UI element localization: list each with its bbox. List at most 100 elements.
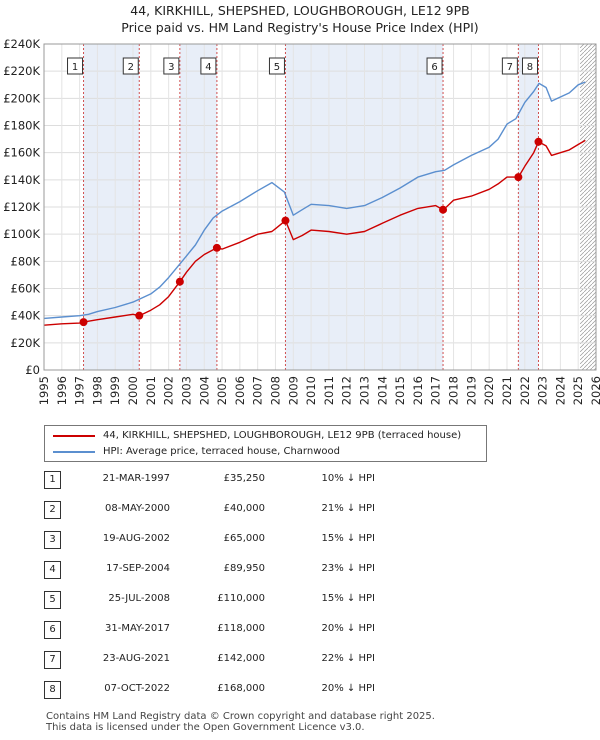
table-row: 1 21-MAR-1997 £35,250 10% ↓ HPI [0,470,600,490]
x-tick-label: 2008 [268,376,282,405]
x-tick-label: 2001 [144,376,158,405]
x-tick-label: 2000 [126,376,140,405]
sale-number: 3 [44,531,61,549]
x-tick-label: 2009 [286,376,300,405]
plot-frame [43,43,597,371]
x-tick-label: 2020 [482,376,496,405]
sale-number: 8 [44,681,61,699]
y-tick-label: £200K [3,91,40,105]
x-tick-label: 2016 [411,376,425,405]
x-tick-label: 2012 [340,376,354,405]
sale-date: 17-SEP-2004 [106,563,170,574]
table-row: 6 31-MAY-2017 £118,000 20% ↓ HPI [0,620,600,640]
chart-title: 44, KIRKHILL, SHEPSHED, LOUGHBOROUGH, LE… [0,2,600,36]
x-tick-label: 2005 [215,376,229,405]
x-tick-label: 2010 [304,376,318,405]
x-tick-label: 2023 [536,376,550,405]
x-tick-label: 2025 [571,376,585,405]
sale-price: £110,000 [217,593,265,604]
sale-hpi-diff: 20% ↓ HPI [321,623,375,634]
sale-point-5 [281,216,290,225]
title-line-2: Price paid vs. HM Land Registry's House … [121,20,479,35]
table-row: 4 17-SEP-2004 £89,950 23% ↓ HPI [0,560,600,580]
x-tick-label: 2002 [162,376,176,405]
x-tick-label: 2015 [393,376,407,405]
sale-hpi-diff: 10% ↓ HPI [321,473,375,484]
x-tick-label: 2026 [589,376,600,405]
x-tick-label: 2014 [375,376,389,405]
x-tick-label: 2019 [464,376,478,405]
price-chart: 1 2 3 4 5 6 7 8 £0 £20K £40K £60K £80K £100K £120K £14… [3,37,600,405]
sale-badge-5 [268,57,285,75]
chart-legend: 44, KIRKHILL, SHEPSHED, LOUGHBOROUGH, LE… [44,425,487,462]
y-tick-label: £140K [3,173,40,187]
table-row: 5 25-JUL-2008 £110,000 15% ↓ HPI [0,590,600,610]
sale-badge-7 [501,57,518,75]
sale-price: £65,000 [223,533,265,544]
sale-date: 21-MAR-1997 [102,473,170,484]
sale-point-1 [79,318,88,327]
sale-badge-1 [67,57,84,75]
sale-date: 31-MAY-2017 [104,623,170,634]
hpi-line [43,81,586,320]
sale-hpi-diff: 21% ↓ HPI [321,503,375,514]
x-tick-label: 2021 [500,376,514,405]
footer-line-2: This data is licensed under the Open Gov… [46,722,365,733]
y-tick-label: £40K [11,309,41,323]
x-tick-label: 1996 [55,376,69,405]
sale-badge-label-5: 5 [274,62,280,73]
legend-price-swatch [53,435,95,437]
x-tick-label: 2004 [197,376,211,405]
sale-date: 07-OCT-2022 [104,683,170,694]
sale-date: 08-MAY-2000 [104,503,170,514]
x-tick-label: 1997 [73,376,87,405]
sale-price: £89,950 [223,563,265,574]
sale-badge-4 [200,57,217,75]
sale-date: 19-AUG-2002 [102,533,170,544]
sale-point-7 [514,173,523,182]
y-tick-label: £80K [11,254,41,268]
table-row: 7 23-AUG-2021 £142,000 22% ↓ HPI [0,650,600,670]
sale-badge-label-6: 6 [431,62,437,73]
sale-hpi-diff: 23% ↓ HPI [321,563,375,574]
sale-price: £142,000 [217,653,265,664]
sale-badge-label-7: 7 [507,62,513,73]
sale-price: £40,000 [223,503,265,514]
legend-hpi-label: HPI: Average price, terraced house, Char… [103,446,340,457]
x-tick-label: 2007 [251,376,265,405]
price-line [43,139,586,326]
footer-line-1: Contains HM Land Registry data © Crown c… [46,711,435,722]
table-row: 2 08-MAY-2000 £40,000 21% ↓ HPI [0,500,600,520]
y-tick-label: £220K [3,64,40,78]
legend-price-label: 44, KIRKHILL, SHEPSHED, LOUGHBOROUGH, LE… [103,430,462,441]
x-tick-label: 2018 [447,376,461,405]
sale-date: 23-AUG-2021 [102,653,170,664]
sale-hpi-diff: 15% ↓ HPI [321,593,375,604]
sale-badge-8 [521,57,538,75]
sale-point-6 [439,205,448,214]
x-tick-label: 1999 [108,376,122,405]
sale-number: 7 [44,651,61,669]
sale-badge-label-1: 1 [72,62,78,73]
x-tick-label: 2006 [233,376,247,405]
y-tick-label: £0 [25,363,40,377]
sale-point-8 [534,137,543,146]
x-tick-label: 1995 [37,376,51,405]
y-tick-label: £180K [3,119,40,133]
y-tick-label: £240K [3,37,40,51]
sale-number: 6 [44,621,61,639]
footer: Contains HM Land Registry data © Crown c… [46,711,435,733]
sale-hpi-diff: 22% ↓ HPI [321,653,375,664]
y-tick-label: £20K [11,336,41,350]
sale-badge-2 [122,57,139,75]
sale-number: 5 [44,591,61,609]
x-tick-label: 1998 [90,376,104,405]
sale-badge-label-3: 3 [168,62,174,73]
x-tick-label: 2013 [358,376,372,405]
legend-hpi-swatch [53,451,95,453]
x-tick-label: 2011 [322,376,336,405]
sale-price: £168,000 [217,683,265,694]
sale-number: 1 [44,471,61,489]
y-tick-label: £160K [3,146,40,160]
table-row: 3 19-AUG-2002 £65,000 15% ↓ HPI [0,530,600,550]
